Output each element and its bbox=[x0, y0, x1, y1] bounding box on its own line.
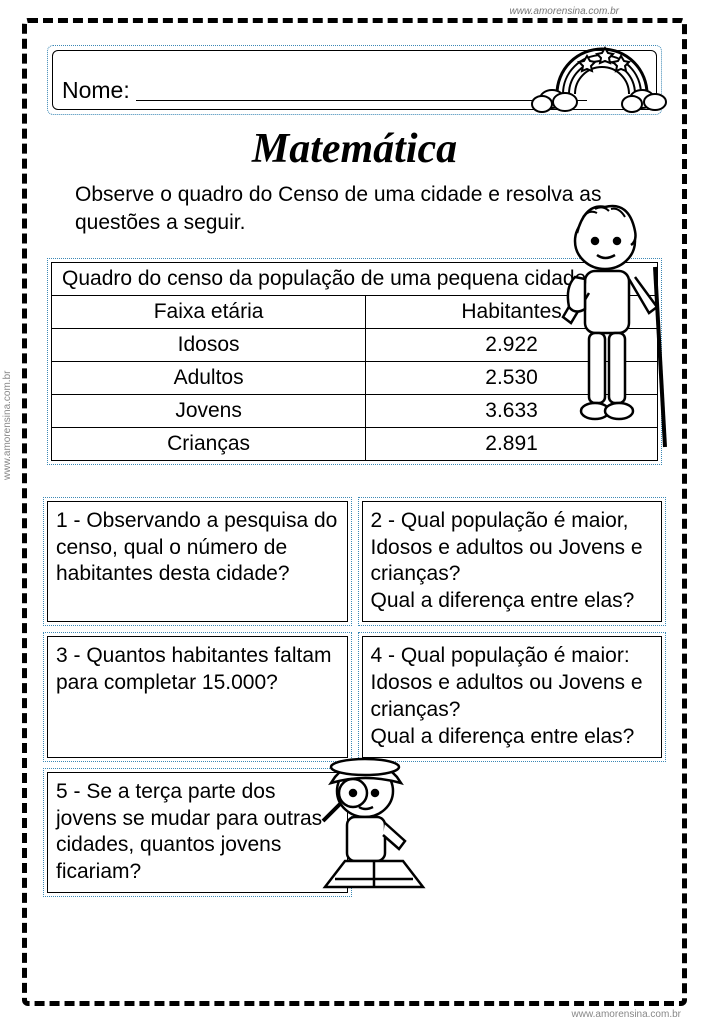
questions-grid: 1 - Observando a pesquisa do censo, qual… bbox=[47, 501, 662, 894]
cell: Idosos bbox=[52, 328, 366, 361]
question-5: 5 - Se a terça parte dos jovens se mudar… bbox=[47, 772, 348, 894]
watermark-left: www.amorensina.com.br bbox=[2, 371, 13, 480]
question-1: 1 - Observando a pesquisa do censo, qual… bbox=[47, 501, 348, 623]
question-2: 2 - Qual população é maior, Idosos e adu… bbox=[362, 501, 663, 623]
cell: Jovens bbox=[52, 394, 366, 427]
cell: Crianças bbox=[52, 427, 366, 460]
worksheet-title: Matemática bbox=[47, 125, 662, 173]
rainbow-clouds-icon bbox=[517, 34, 667, 119]
boy-hiking-icon bbox=[545, 197, 675, 457]
census-table-container: Quadro do censo da população de uma pequ… bbox=[47, 258, 662, 465]
question-4: 4 - Qual população é maior: Idosos e adu… bbox=[362, 636, 663, 758]
name-label: Nome: bbox=[62, 77, 130, 104]
table-header-col1: Faixa etária bbox=[52, 295, 366, 328]
question-3: 3 - Quantos habitantes faltam para compl… bbox=[47, 636, 348, 758]
name-field-box: Nome: bbox=[47, 45, 662, 115]
watermark-top: www.amorensina.com.br bbox=[510, 6, 619, 17]
detective-child-icon bbox=[305, 749, 445, 899]
cell: Adultos bbox=[52, 361, 366, 394]
worksheet-frame: Nome: Matemática Observe o quadro do Cen… bbox=[22, 18, 687, 1006]
watermark-bottom: www.amorensina.com.br bbox=[572, 1009, 681, 1020]
